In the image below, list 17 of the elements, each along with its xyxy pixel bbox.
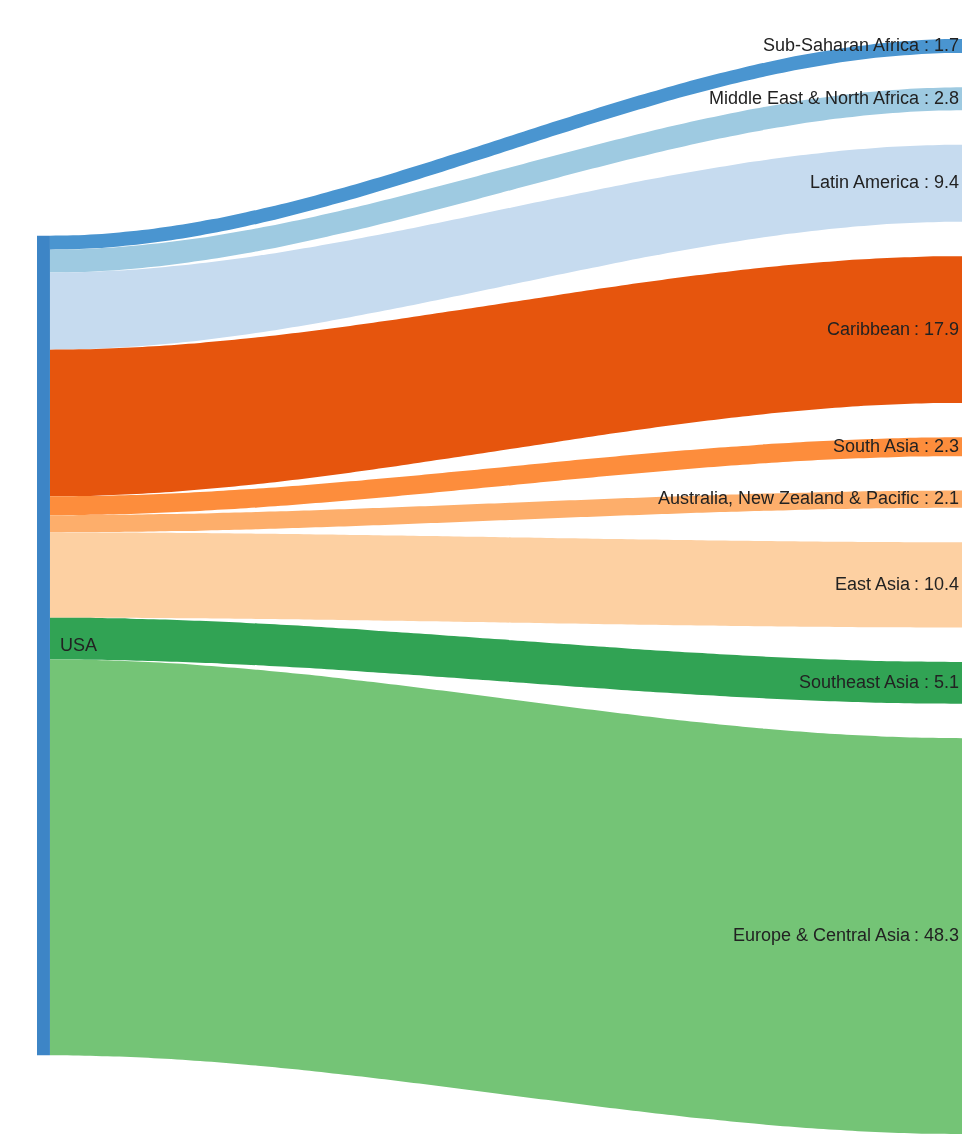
data-label: : 2.1 xyxy=(923,488,959,509)
data-label: : 9.4 xyxy=(923,172,959,193)
category-label: East Asia xyxy=(834,573,911,594)
data-label: : 2.8 xyxy=(923,87,959,108)
data-label: : 1.7 xyxy=(923,34,959,55)
category-label: Southeast Asia xyxy=(798,671,920,692)
data-label: : 5.1 xyxy=(923,671,959,692)
data-label: : 10.4 xyxy=(913,573,959,594)
category-label: Caribbean xyxy=(826,318,910,339)
data-label: : 48.3 xyxy=(913,925,959,946)
category-label: South Asia xyxy=(832,435,920,456)
category-label: Middle East & North Africa xyxy=(708,87,920,108)
data-label: : 17.9 xyxy=(913,318,959,339)
category-label: Europe & Central Asia xyxy=(732,925,911,946)
data-label: : 2.3 xyxy=(923,435,959,456)
category-label: Latin America xyxy=(809,172,920,193)
text: USA xyxy=(59,634,97,655)
